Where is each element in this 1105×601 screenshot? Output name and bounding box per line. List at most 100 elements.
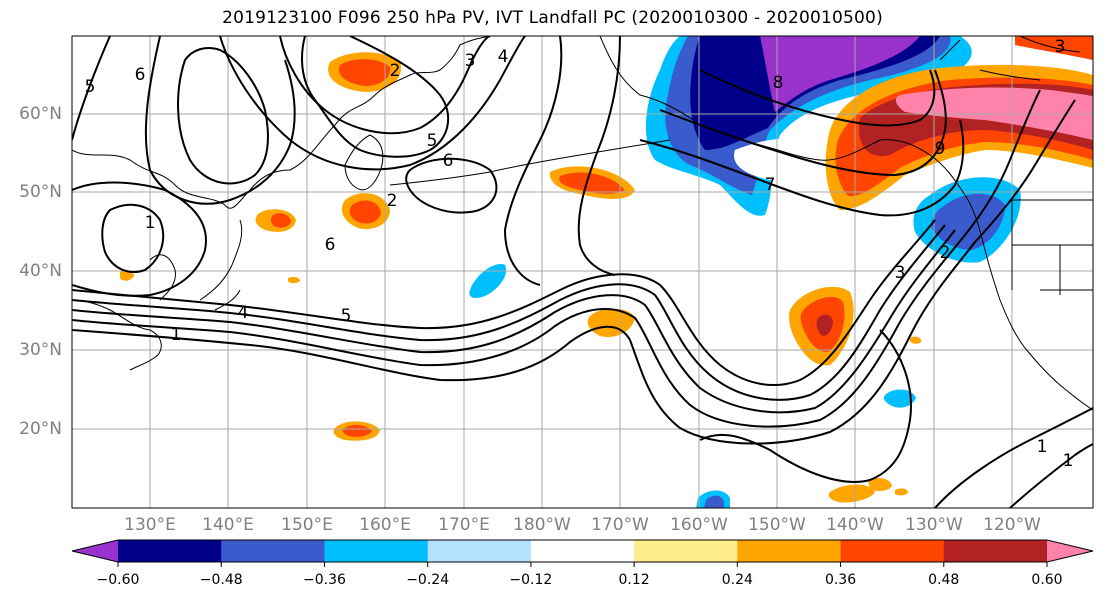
pv-contour-labels: 1 1 2 2 3 3 4 4 5 5 5 6 6 6 7 8 9 1 1 2 …: [85, 37, 1074, 471]
contour-label: 2: [940, 243, 951, 263]
colorbar-high-extend: [1047, 540, 1093, 562]
negative-anomaly-gulf-alaska-core: [690, 36, 940, 150]
negative-anomaly-hawaii-east: [883, 389, 916, 408]
colorbar-tick-label: 0.60: [1031, 572, 1063, 588]
pv-contour-ridge-1: [503, 36, 563, 286]
north-america-west-coast: [964, 194, 1093, 411]
negative-anomaly-gulf-alaska-peak: [760, 36, 920, 112]
lat-label: 30°N: [19, 340, 62, 360]
colorbar-cell: [943, 540, 1048, 562]
pv-contour-7: [639, 119, 965, 217]
pv-contour-jet-1: [72, 219, 936, 386]
pv-contour-japan-low: [101, 203, 165, 273]
colorbar-cell: [427, 540, 532, 562]
kamchatka-coast: [344, 134, 384, 191]
contour-label: 1: [145, 213, 156, 233]
colorbar-tick-label: −0.24: [406, 572, 450, 588]
pv-contour-north-2: [279, 36, 491, 135]
contour-label: 1: [1063, 451, 1074, 471]
colorbar-tick-label: −0.12: [509, 572, 553, 588]
colorbar-tick-label: 0.12: [618, 572, 650, 588]
contour-label: 9: [935, 139, 946, 159]
colorbar-cell: [634, 540, 738, 562]
colorbar-tick-label: 0.36: [824, 572, 857, 588]
lat-label: 50°N: [19, 182, 62, 202]
colorbar-tick-label: −0.48: [199, 572, 243, 588]
negative-anomaly-central-pacific: [469, 264, 507, 298]
colorbar-cell: [118, 540, 222, 562]
lon-label: 120°W: [983, 515, 1041, 535]
pv-contour-west-ridge: [72, 36, 111, 141]
contour-label: 7: [765, 175, 776, 195]
lon-label: 140°E: [202, 515, 254, 535]
lon-label: 140°W: [826, 515, 884, 535]
pv-contour-6-closed: [405, 157, 498, 214]
contour-label: 4: [498, 47, 509, 67]
contour-label: 5: [341, 306, 352, 326]
colorbar-cell: [737, 540, 842, 562]
us-state-borders: [1011, 199, 1093, 295]
contour-label: 1: [1037, 437, 1048, 457]
colorbar: [71, 539, 1094, 567]
colorbar-tick-label: −0.60: [96, 572, 140, 588]
colorbar-cell: [530, 540, 635, 562]
contour-label: 3: [465, 51, 476, 71]
contour-label: 6: [443, 151, 454, 171]
positive-anomaly-central-pacific: [587, 308, 635, 338]
lat-label: 40°N: [19, 261, 62, 281]
pv-contour-ridge-2: [577, 36, 621, 276]
lon-label: 170°W: [591, 515, 649, 535]
lat-label: 20°N: [19, 419, 62, 439]
colorbar-cell: [324, 540, 429, 562]
coastlines: [72, 36, 1093, 411]
china-coast: [72, 299, 162, 371]
contour-label: 4: [238, 303, 249, 323]
lon-label: 180°W: [513, 515, 571, 535]
lon-label: 170°E: [438, 515, 490, 535]
colorbar-tick-label: 0.24: [721, 572, 753, 588]
pv-contour-subtropical-low-2: [1009, 443, 1093, 508]
pv-contours: [72, 36, 1093, 508]
lon-label: 160°W: [670, 515, 728, 535]
map-title: 2019123100 F096 250 hPa PV, IVT Landfall…: [222, 8, 883, 28]
lon-label: 130°W: [905, 515, 963, 535]
lat-label: 60°N: [19, 104, 62, 124]
contour-label: 3: [1055, 37, 1066, 57]
contour-label: 1: [171, 325, 182, 345]
colorbar-cell: [840, 540, 945, 562]
pv-contour-jet-2: [72, 224, 946, 401]
colorbar-tick-label: −0.36: [302, 572, 346, 588]
contour-label: 2: [390, 61, 401, 81]
contour-label: 3: [895, 263, 906, 283]
positive-anomaly-tropical-east: [828, 484, 875, 503]
alaska-coast: [599, 36, 966, 196]
map-frame: [71, 35, 1094, 509]
colorbar-cell: [221, 540, 326, 562]
graticule: [72, 36, 1093, 508]
aleutian-chain: [389, 139, 671, 186]
pv-contour-8: [659, 69, 947, 177]
pv-contour-jet-5: [72, 241, 976, 445]
pv-contour-north-3: [219, 36, 526, 171]
contour-label: 6: [135, 65, 146, 85]
contour-label: 5: [427, 131, 438, 151]
lon-label: 150°W: [748, 515, 806, 535]
pv-contour-north-1: [301, 36, 450, 158]
asia-coastline: [72, 36, 491, 209]
lon-label: 150°E: [281, 515, 333, 535]
colorbar-tick-label: 0.48: [928, 572, 960, 588]
pv-contour-subtropical-low: [934, 407, 1093, 508]
pv-contour-jet-3: [72, 229, 956, 414]
colorbar-low-extend: [72, 540, 118, 562]
lon-label: 130°E: [124, 515, 176, 535]
pv-contour-canada-2: [974, 99, 1076, 243]
lon-label: 160°E: [359, 515, 411, 535]
contour-label: 8: [773, 73, 784, 93]
pv-contour-west-ridge-3: [177, 47, 269, 185]
pv-contour-japan-low-2: [72, 181, 207, 297]
pv-contour-9: [699, 69, 936, 127]
pv-contour-subtropical-east: [699, 329, 912, 483]
pv-contour-jet-4: [72, 234, 966, 428]
contour-label: 2: [387, 191, 398, 211]
